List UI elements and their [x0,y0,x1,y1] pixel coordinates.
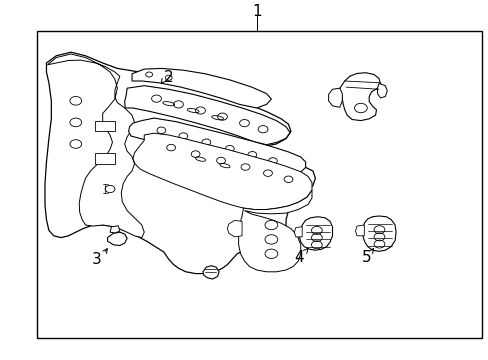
Polygon shape [95,153,115,164]
Polygon shape [238,190,311,272]
Polygon shape [132,68,271,108]
Text: 1: 1 [251,4,261,19]
Polygon shape [362,216,395,251]
Polygon shape [328,88,342,107]
Polygon shape [227,220,242,237]
Polygon shape [47,54,144,238]
Polygon shape [110,226,120,233]
Polygon shape [45,52,315,274]
Polygon shape [339,73,380,121]
Text: 3: 3 [92,252,102,267]
Polygon shape [203,266,219,279]
Polygon shape [355,225,364,236]
Text: 5: 5 [361,250,371,265]
Bar [37,31,481,338]
Polygon shape [124,86,289,145]
Polygon shape [133,133,311,210]
Polygon shape [377,84,386,98]
Polygon shape [95,121,115,131]
Polygon shape [294,227,302,237]
Text: 4: 4 [294,250,304,265]
Polygon shape [299,217,332,250]
Polygon shape [107,232,127,246]
Text: 2: 2 [163,70,173,85]
Polygon shape [128,118,305,177]
